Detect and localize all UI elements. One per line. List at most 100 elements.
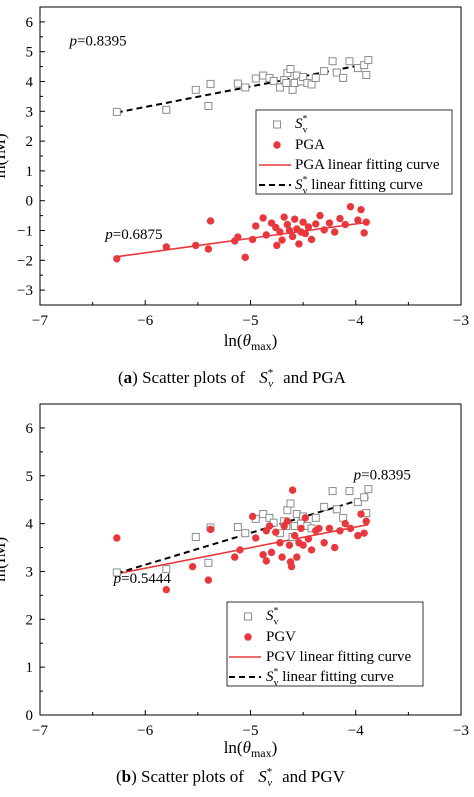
y-tick-label: 4 <box>26 517 34 533</box>
data-point-circle <box>259 551 267 559</box>
data-point-square <box>233 79 242 88</box>
data-point-square <box>283 506 292 515</box>
data-point-circle <box>265 522 274 530</box>
data-point-square <box>112 568 121 577</box>
legend-circle-marker <box>273 141 281 149</box>
data-point-circle <box>291 531 299 540</box>
data-point-circle <box>248 235 257 244</box>
data-point-square <box>320 502 329 511</box>
data-point-circle <box>276 228 284 236</box>
data-point-circle <box>288 486 297 494</box>
y-tick-label: 3 <box>26 564 34 580</box>
y-tick-label: −2 <box>17 253 33 269</box>
correlation-label: p=0.5444 <box>113 571 172 587</box>
data-point-square <box>162 105 171 114</box>
data-point-circle <box>307 546 316 554</box>
data-point-circle <box>283 220 292 229</box>
data-point-circle <box>331 228 339 236</box>
data-point-circle <box>192 241 200 250</box>
data-point-circle <box>113 255 121 263</box>
data-point-circle <box>273 241 281 250</box>
data-point-square <box>328 487 337 496</box>
data-point-square <box>265 513 274 522</box>
data-point-square <box>275 83 284 92</box>
data-point-circle <box>325 524 334 533</box>
data-point-circle <box>259 214 267 222</box>
data-point-square <box>332 505 341 514</box>
data-point-square <box>364 485 373 494</box>
chart-b: −7 −6 −5 −4 −3 0 1 2 3 4 5 6 ln(IM) ln(θmax) p=0.8395 p… <box>0 403 469 789</box>
data-point-circle <box>357 205 365 214</box>
y-tick-label: 1 <box>26 164 34 180</box>
data-point-circle <box>248 512 257 521</box>
data-point-circle <box>272 528 280 536</box>
data-point-circle <box>231 237 239 245</box>
data-point-circle <box>362 218 370 226</box>
data-point-square <box>362 70 371 79</box>
data-point-circle <box>206 525 215 534</box>
data-point-circle <box>299 218 307 226</box>
caption: (a) Scatter plots of S* v and PGA <box>118 367 347 390</box>
y-tick-label: 0 <box>26 708 34 724</box>
data-point-square <box>269 76 278 85</box>
data-point-circle <box>188 562 197 571</box>
data-point-circle <box>346 202 355 211</box>
data-point-square <box>282 78 291 87</box>
data-point-circle <box>295 240 303 248</box>
data-point-square <box>299 73 308 82</box>
x-tick-label: −3 <box>453 723 469 739</box>
data-point-circle <box>162 585 170 594</box>
x-tick-label: −5 <box>243 723 259 739</box>
data-point-circle <box>297 524 305 533</box>
data-point-circle <box>341 519 349 528</box>
legend-label: S* v <box>295 114 308 136</box>
y-tick-label: 1 <box>26 660 34 676</box>
y-axis-label: ln(IM) <box>0 537 9 582</box>
y-tick-label: 2 <box>26 612 34 628</box>
data-point-circle <box>336 214 344 223</box>
data-point-circle <box>315 524 323 533</box>
data-point-circle <box>316 211 324 220</box>
data-point-square <box>233 522 242 531</box>
y-tick-label: 6 <box>26 15 34 31</box>
legend-label: PGA linear fitting curve <box>295 157 440 173</box>
data-point-circle <box>285 226 294 235</box>
data-point-square <box>307 80 316 89</box>
legend-label: PGV linear fitting curve <box>266 649 411 665</box>
data-point-circle <box>162 243 170 251</box>
data-point-circle <box>288 232 297 241</box>
data-point-square <box>328 57 337 66</box>
data-point-circle <box>320 539 328 547</box>
data-point-square <box>345 487 354 496</box>
data-point-circle <box>325 219 334 227</box>
data-point-circle <box>252 222 260 230</box>
data-point-circle <box>341 220 349 229</box>
data-point-circle <box>241 253 249 262</box>
data-point-square <box>241 83 250 92</box>
y-tick-label: 2 <box>26 134 34 150</box>
y-tick-label: −3 <box>17 283 33 299</box>
chart-a: −7 −6 −5 −4 −3 −3 −2 −1 0 1 2 3 4 5 6 ln(IM) ln(θmax) p=0… <box>0 6 469 390</box>
legend-label: S* v linear fitting curve <box>295 175 423 197</box>
data-point-square <box>162 565 171 574</box>
legend-square-marker <box>273 120 281 129</box>
data-point-circle <box>354 216 362 224</box>
data-point-square <box>332 68 341 77</box>
data-point-square <box>320 67 329 76</box>
y-tick-label: 0 <box>26 194 34 210</box>
x-tick-label: −7 <box>32 313 48 329</box>
data-point-circle <box>204 245 213 253</box>
legend-square-marker <box>244 612 252 621</box>
data-point-circle <box>362 517 370 525</box>
data-point-circle <box>285 541 294 549</box>
data-point-circle <box>231 553 239 561</box>
data-point-circle <box>280 213 288 221</box>
data-point-square <box>364 56 373 65</box>
data-point-square <box>204 558 213 567</box>
x-axis-label: ln(θmax) <box>224 738 278 760</box>
data-point-square <box>251 74 260 83</box>
data-point-circle <box>304 223 313 231</box>
data-point-circle <box>320 226 328 234</box>
legend-circle-marker <box>244 633 252 641</box>
legend-label: S* v linear fitting curve <box>266 667 394 689</box>
